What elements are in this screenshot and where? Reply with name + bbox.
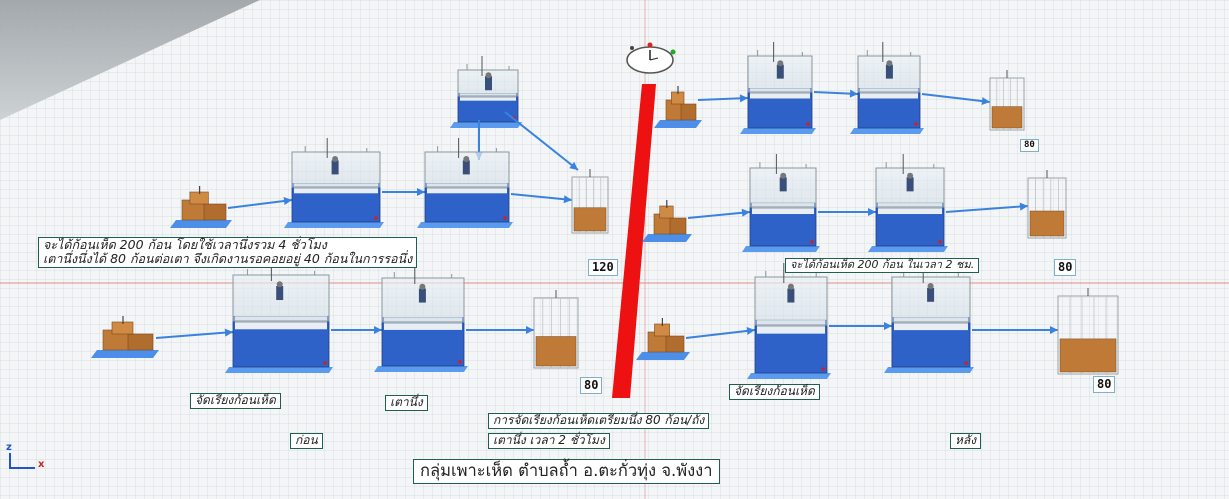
after-summary: จะได้ก้อนเห็ด 200 ก้อน ในเวลา 2 ชม. [785,258,980,273]
divider-wall [612,84,656,398]
before-row1-conveyor-3[interactable] [510,193,573,204]
before-summary-box: จะได้ก้อนเห็ด 200 ก้อน โดยใช้เวลานึ่งรวม… [38,237,418,268]
after-row1-conveyor-2[interactable] [813,89,859,98]
before-row1-arranger[interactable] [284,138,384,228]
before-top-link-b[interactable] [504,111,579,171]
count-after-row1: 80 [1020,139,1039,152]
after-row3-arranger[interactable] [747,263,831,379]
horizon-shade [0,0,260,120]
before-row1-source[interactable] [170,186,232,228]
arrange-before-label: จัดเรียงก้อนเห็ด [190,393,281,409]
count-after-row3: 80 [1093,376,1116,393]
z-axis-icon [9,453,11,469]
z-axis-label: z [6,442,12,453]
clock-icon[interactable] [626,42,676,74]
before-label: ก่อน [290,433,323,449]
after-row3-conveyor-1[interactable] [685,326,756,339]
prep-note-label: การจัดเรียงก้อนเห็ดเตรียมนึ่ง 80 ก้อน/ถั… [488,413,710,429]
after-row1-arranger[interactable] [740,42,816,134]
before-row2-source[interactable] [91,316,159,358]
before-row2-sink[interactable] [533,290,579,369]
after-row1-conveyor-1[interactable] [697,94,749,103]
before-summary-line2: เตานึ่งนึ่งได้ 80 ก้อนต่อเตา จึงเกิดงานร… [43,251,413,267]
after-row1-source[interactable] [654,86,702,128]
x-axis-label: x [38,459,45,470]
before-row1-conveyor-1[interactable] [227,197,293,209]
x-axis-icon [9,467,35,469]
before-row1-conveyor-2[interactable] [382,188,425,196]
before-row2-arranger[interactable] [225,261,333,373]
arrange-after-label: จัดเรียงก้อนเห็ด [729,384,820,400]
after-row3-sink[interactable] [1057,288,1119,375]
count-before-row2: 80 [580,377,603,394]
after-row3-conveyor-2[interactable] [829,322,892,330]
steamer-before-label: เตานึ่ง [385,395,428,411]
before-row2-conveyor-1[interactable] [155,328,234,339]
count-before-row1: 120 [588,259,618,276]
before-row2-conveyor-2[interactable] [331,326,382,334]
before-top-unit[interactable] [450,56,522,128]
after-row3-source[interactable] [636,318,690,360]
before-row2-steamer[interactable] [374,264,468,372]
after-row2-conveyor-3[interactable] [945,202,1029,213]
before-row2-conveyor-3[interactable] [466,326,534,334]
group-title: กลุ่มเพาะเห็ด ตำบลถ้ำ อ.ตะกั่วทุ่ง จ.พัง… [413,459,720,484]
steam-time-label: เตานึ่ง เวลา 2 ชั่วโมง [488,433,610,449]
after-row1-steamer[interactable] [850,42,924,134]
after-row2-source[interactable] [642,200,692,242]
after-row3-conveyor-3[interactable] [972,326,1058,334]
before-row1-sink[interactable] [571,169,609,234]
count-after-row2: 80 [1054,259,1077,276]
after-row2-steamer[interactable] [868,154,948,252]
after-label: หลัง [950,433,982,449]
after-row2-sink[interactable] [1027,170,1067,239]
after-row2-conveyor-1[interactable] [687,208,751,219]
before-summary-line1: จะได้ก้อนเห็ด 200 ก้อน โดยใช้เวลานึ่งรวม… [43,237,327,252]
before-row1-steamer[interactable] [417,138,513,228]
after-row2-arranger[interactable] [742,154,820,252]
after-row1-conveyor-3[interactable] [921,93,991,106]
after-row1-sink[interactable] [989,70,1025,131]
after-row3-steamer[interactable] [884,263,974,373]
after-row2-conveyor-2[interactable] [818,208,876,216]
